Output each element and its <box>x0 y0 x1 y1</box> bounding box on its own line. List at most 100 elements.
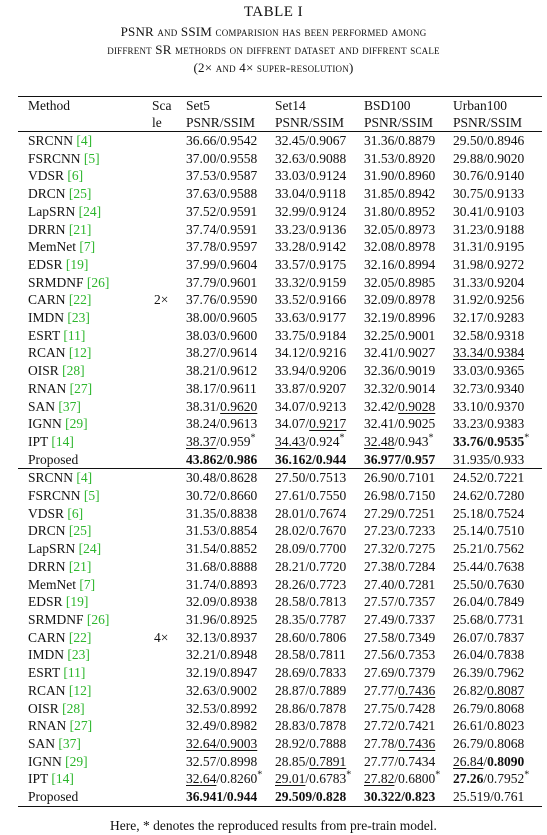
value-cell-bsd100: 32.25/0.9001 <box>364 327 453 345</box>
metric-value: 32.19/0.8996 <box>364 310 436 326</box>
value-cell-urban100: 25.44/0.7638 <box>453 558 542 576</box>
metric-value: 25.68/0.7731 <box>453 611 525 627</box>
metric-value: /0.6783 <box>305 771 347 787</box>
method-cell: RCAN [12] <box>18 682 152 700</box>
metric-value: 29.50/0.8946 <box>453 133 525 148</box>
scale-cell <box>152 344 186 362</box>
method-name: DRRN <box>28 221 66 237</box>
value-cell-urban100: 25.68/0.7731 <box>453 611 542 629</box>
metric-value: 26.07/0.7837 <box>453 629 525 645</box>
value-cell-set14: 34.43/0.924* <box>275 433 364 451</box>
table-row: OISR [28] 38.21/0.9612 33.94/0.9206 32.36/0… <box>18 362 542 380</box>
method-cell: EDSR [19] <box>18 593 152 611</box>
metric-value: 27.82 <box>364 771 395 787</box>
value-cell-urban100: 31.31/0.9195 <box>453 238 542 256</box>
metric-value: 31.98/0.9272 <box>453 256 525 272</box>
value-cell-set14: 28.21/0.7720 <box>275 558 364 576</box>
value-cell-urban100: 25.519/0.761 <box>453 788 542 807</box>
metric-value: 33.63/0.9177 <box>275 310 347 326</box>
value-cell-bsd100: 27.77/0.7434 <box>364 753 453 771</box>
method-cell: IMDN [23] <box>18 309 152 327</box>
value-cell-set14: 28.60/0.7806 <box>275 629 364 647</box>
value-cell-set14: 33.32/0.9159 <box>275 274 364 292</box>
metric-value: /0.943 <box>394 433 429 449</box>
scale-cell <box>152 505 186 523</box>
method-cell: ESRT [11] <box>18 327 152 345</box>
scale-cell <box>152 593 186 611</box>
metric-value: 32.41/0.9027 <box>364 345 436 361</box>
method-name: IGNN <box>28 753 62 769</box>
value-cell-set5: 31.96/0.8925 <box>186 611 275 629</box>
value-cell-bsd100: 27.78/0.7436 <box>364 735 453 753</box>
scale-cell <box>152 487 186 505</box>
value-cell-set14: 34.12/0.9216 <box>275 344 364 362</box>
metric-value: 27.29/0.7251 <box>364 505 436 521</box>
metric-value: 33.32/0.9159 <box>275 274 347 290</box>
metric-value: /0.924 <box>305 433 340 449</box>
method-cell: DRRN [21] <box>18 221 152 239</box>
metric-value: 28.26/0.7723 <box>275 576 347 592</box>
metric-value: 31.36/0.8879 <box>364 133 436 148</box>
metric-value: 33.23/0.9136 <box>275 221 347 237</box>
citation-ref: [19] <box>65 594 89 610</box>
citation-ref: [7] <box>79 239 96 255</box>
method-cell: IMDN [23] <box>18 646 152 664</box>
value-cell-set5: 32.09/0.8938 <box>186 593 275 611</box>
value-cell-urban100: 32.17/0.9283 <box>453 309 542 327</box>
metric-value: 33.76/0.9535 <box>453 433 525 449</box>
table-row: SRCNN [4] 36.66/0.9542 32.45/0.9067 31.36/0… <box>18 132 542 150</box>
scale-cell <box>152 203 186 221</box>
method-cell: Proposed <box>18 451 152 469</box>
citation-ref: [11] <box>63 665 86 681</box>
metric-value: 32.08/0.8978 <box>364 239 436 255</box>
value-cell-urban100: 24.52/0.7221 <box>453 468 542 488</box>
metric-value: 27.58/0.7349 <box>364 629 436 645</box>
method-name: VDSR <box>28 505 65 521</box>
metric-value: 37.52/0.9591 <box>186 203 258 219</box>
citation-ref: [7] <box>79 576 96 592</box>
method-cell: SAN [37] <box>18 398 152 416</box>
metric-value: 33.28/0.9142 <box>275 239 347 255</box>
value-cell-bsd100: 27.38/0.7284 <box>364 558 453 576</box>
metric-value: 28.01/0.7674 <box>275 505 347 521</box>
metric-value: 32.73/0.9340 <box>453 380 525 396</box>
table-header: Method Sca Set5 Set14 BSD100 Urban100 le… <box>18 96 542 132</box>
citation-ref: [23] <box>67 310 90 326</box>
table-row: CARN [22] 4× 32.13/0.8937 28.60/0.7806 27.58… <box>18 629 542 647</box>
value-cell-set14: 32.45/0.9067 <box>275 132 364 150</box>
value-cell-bsd100: 27.57/0.7357 <box>364 593 453 611</box>
citation-ref: [6] <box>67 168 84 184</box>
scale-cell <box>152 646 186 664</box>
value-cell-set14: 33.03/0.9124 <box>275 167 364 185</box>
metric-value: 32.63/0.9088 <box>275 150 347 166</box>
metric-value: 32.41/0.9025 <box>364 416 436 432</box>
value-cell-bsd100: 32.41/0.9025 <box>364 415 453 433</box>
value-cell-set14: 33.04/0.9118 <box>275 185 364 203</box>
metric-value: 0.8090 <box>487 753 525 769</box>
metric-value: 34.07/ <box>275 416 310 432</box>
metric-value: 28.60/0.7806 <box>275 629 347 645</box>
value-cell-urban100: 25.18/0.7524 <box>453 505 542 523</box>
value-cell-set14: 33.23/0.9136 <box>275 221 364 239</box>
metric-value: 30.75/0.9133 <box>453 186 525 202</box>
metric-value: 37.76/0.9590 <box>186 292 258 308</box>
table-row: DRCN [25] 37.63/0.9588 33.04/0.9118 31.85/0… <box>18 185 542 203</box>
citation-ref: [25] <box>68 523 92 539</box>
value-cell-set5: 36.941/0.944 <box>186 788 275 807</box>
table-row: EDSR [19] 37.99/0.9604 33.57/0.9175 32.16/0… <box>18 256 542 274</box>
method-cell: MemNet [7] <box>18 576 152 594</box>
metric-value: 27.40/0.7281 <box>364 576 436 592</box>
method-cell: DRCN [25] <box>18 185 152 203</box>
value-cell-urban100: 31.23/0.9188 <box>453 221 542 239</box>
metric-value: 28.69/0.7833 <box>275 665 347 681</box>
value-cell-set5: 37.53/0.9587 <box>186 167 275 185</box>
reproduced-marker: * <box>524 769 530 781</box>
method-name: LapSRN <box>28 541 76 557</box>
method-name: CARN <box>28 292 66 308</box>
method-name: IPT <box>28 433 49 449</box>
header-metric: PSNR/SSIM <box>186 114 275 132</box>
value-cell-bsd100: 30.322/0.823 <box>364 788 453 807</box>
reproduced-marker: * <box>339 432 345 444</box>
value-cell-bsd100: 31.80/0.8952 <box>364 203 453 221</box>
value-cell-set5: 32.57/0.8998 <box>186 753 275 771</box>
